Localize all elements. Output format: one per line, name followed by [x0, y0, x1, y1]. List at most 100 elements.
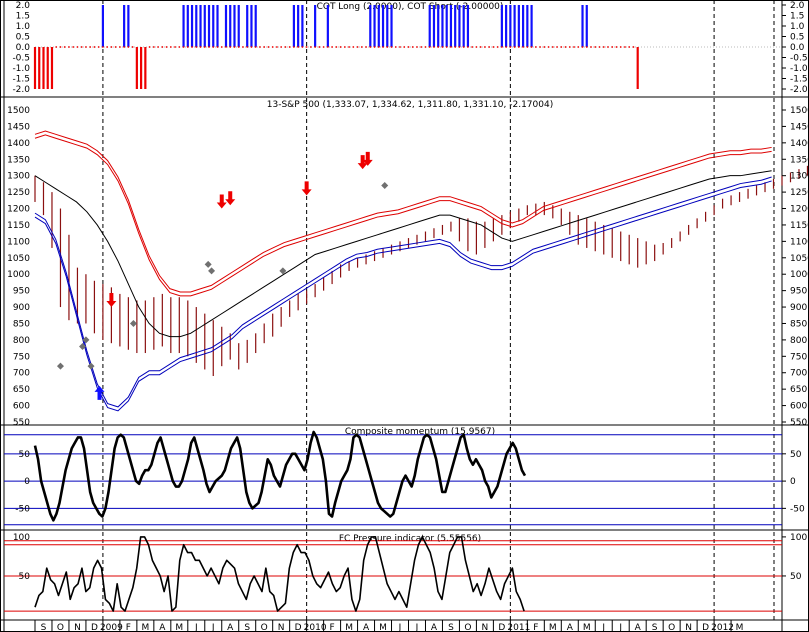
price-y-tick-label-left: 550: [13, 418, 30, 428]
cot-y-tick-label: -2.0: [790, 85, 808, 95]
cot-y-tick-label: 1.5: [790, 12, 804, 22]
cot-zero-dot: [594, 46, 597, 48]
cot-zero-dot: [437, 46, 440, 48]
cot-zero-dot: [203, 46, 206, 48]
pressure-panel: FC Pressure indicator (5.55556) 100 100 50…: [4, 533, 807, 612]
price-y-tick-label-left: 1100: [7, 237, 30, 247]
price-y-tick-label-left: 750: [13, 352, 30, 362]
cot-zero-dot: [547, 46, 550, 48]
diamond-marker: [208, 267, 216, 275]
cot-zero-dot: [483, 46, 486, 48]
cot-y-tick-label: -1.0: [790, 64, 808, 74]
cot-zero-dot: [284, 46, 287, 48]
x-tick-label: F: [330, 623, 335, 632]
x-axis: S O N D 2009 F M A M J J A S O N D 2010 F M A M J J A S O N D 2011 F M…: [34, 620, 744, 632]
buy-arrow-icon: [94, 385, 105, 400]
x-tick-label: F: [126, 623, 131, 632]
cot-zero-dot: [496, 46, 499, 48]
cot-y-tick-label-left: -0.5: [12, 54, 30, 64]
cot-zero-dot: [165, 46, 168, 48]
cot-y-tick-label-left: -2.0: [12, 85, 30, 95]
cot-zero-dot: [106, 46, 109, 48]
price-y-tick-label: 1000: [790, 270, 809, 280]
cot-zero-dot: [301, 46, 304, 48]
sell-arrow-icon: [301, 181, 312, 196]
diamond-marker: [87, 362, 95, 370]
cot-zero-dot: [505, 46, 508, 48]
cot-zero-dot: [174, 46, 176, 48]
cot-zero-dot: [331, 46, 334, 48]
cot-zero-dot: [420, 46, 423, 48]
cot-zero-dot: [611, 46, 614, 48]
price-y-tick-label: 650: [790, 385, 807, 395]
price-y-tick-label-left: 1050: [7, 254, 30, 264]
x-tick-label: A: [635, 623, 642, 632]
cot-zero-dot: [195, 46, 198, 48]
sell-arrow-icon: [225, 191, 236, 206]
cot-y-tick-label-left: -1.0: [12, 64, 30, 74]
cot-zero-dot: [169, 46, 172, 48]
cot-zero-dot: [390, 46, 393, 48]
cot-zero-dot: [233, 46, 236, 48]
momentum-y-tick-label: 50: [790, 450, 802, 460]
price-panel: 13-S&P 500 (1,333.07, 1,334.62, 1,311.80…: [7, 100, 809, 428]
cot-zero-dot: [500, 46, 503, 48]
cot-zero-dot: [343, 46, 346, 48]
price-y-tick-label-left: 1200: [7, 205, 30, 215]
cot-zero-dot: [225, 46, 227, 48]
sell-arrow-icon: [216, 194, 227, 209]
cot-zero-dot: [428, 46, 431, 48]
x-tick-label: J: [618, 623, 622, 632]
x-tick-label: M: [175, 623, 183, 632]
cot-zero-dot: [352, 46, 355, 48]
pressure-panel-title: FC Pressure indicator (5.55556): [339, 534, 481, 544]
cot-zero-dot: [551, 46, 554, 48]
diamond-marker: [82, 336, 90, 344]
upper-band-line: [34, 134, 772, 297]
cot-zero-dot: [131, 46, 134, 48]
x-tick-label: N: [278, 623, 285, 632]
cot-zero-dot: [628, 46, 631, 48]
x-tick-label: F: [533, 623, 538, 632]
price-y-tick-label-left: 1300: [7, 172, 30, 182]
diamond-marker: [279, 267, 287, 275]
x-tick-label: M: [736, 623, 744, 632]
price-y-tick-label-left: 900: [13, 303, 30, 313]
x-tick-label: S: [652, 623, 658, 632]
cot-zero-dot: [72, 46, 75, 48]
cot-zero-dot: [488, 46, 491, 48]
x-tick-label: M: [549, 623, 557, 632]
cot-zero-dot: [182, 46, 185, 48]
x-tick-label: A: [567, 623, 574, 632]
x-tick-label: M: [379, 623, 387, 632]
momentum-panel: Composite momentum (15.9567) 50 50 0 0 -50 -5…: [4, 427, 805, 526]
price-y-tick-label-left: 600: [13, 402, 30, 412]
cot-zero-dot: [348, 46, 350, 48]
cot-zero-dot: [509, 46, 512, 48]
cot-zero-dot: [309, 46, 312, 48]
cot-zero-dot: [517, 46, 520, 48]
price-y-tick-label: 800: [790, 336, 807, 346]
cot-zero-dot: [585, 46, 588, 48]
cot-zero-dot: [598, 46, 601, 48]
cot-zero-dot: [276, 46, 278, 48]
x-tick-label: N: [685, 623, 692, 632]
x-tick-label: S: [41, 623, 47, 632]
cot-zero-dot: [581, 46, 584, 48]
x-tick-label: J: [211, 623, 215, 632]
upper-band-line: [34, 130, 772, 293]
price-y-tick-label: 1250: [790, 188, 809, 198]
cot-zero-dot: [467, 46, 469, 48]
cot-y-tick-label: 1.0: [790, 22, 805, 32]
sell-arrow-icon: [357, 155, 368, 170]
x-tick-label: A: [431, 623, 438, 632]
cot-zero-dot: [178, 46, 181, 48]
diamond-marker: [381, 182, 389, 190]
cot-zero-dot: [475, 46, 478, 48]
cot-zero-dot: [85, 46, 87, 48]
cot-y-tick-label: -1.5: [790, 75, 808, 85]
cot-zero-dot: [93, 46, 96, 48]
cot-zero-dot: [577, 46, 580, 48]
cot-zero-dot: [424, 46, 427, 48]
